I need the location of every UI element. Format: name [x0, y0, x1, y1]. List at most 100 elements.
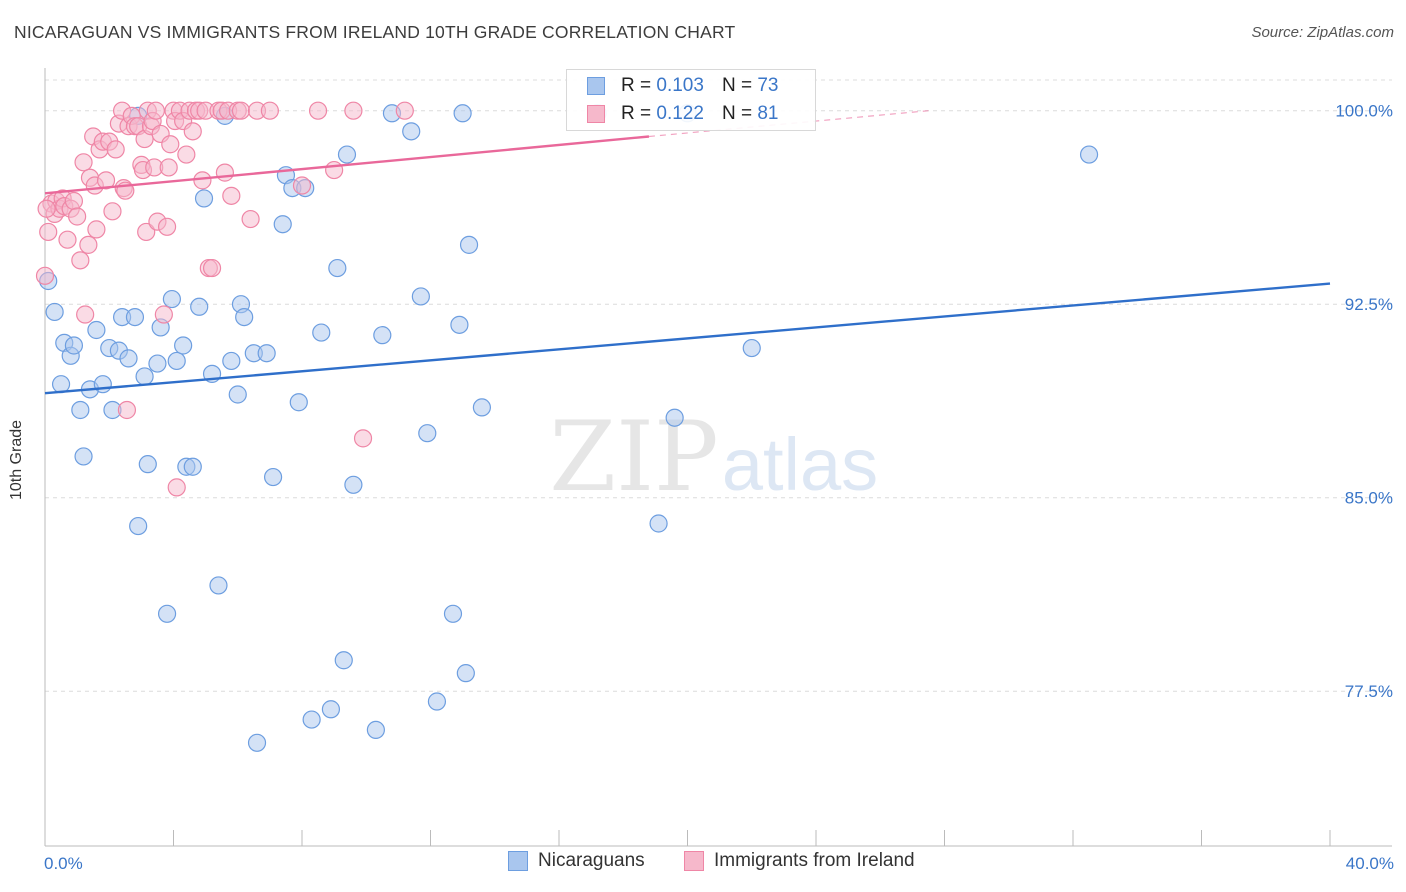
nicaraguan-point [119, 349, 138, 368]
ireland-point [202, 258, 222, 278]
nicaraguan-point [135, 367, 154, 386]
y-tick-label: 85.0% [1345, 489, 1393, 508]
ireland-point [117, 400, 137, 420]
ireland-point [215, 163, 234, 182]
nicaraguan-point [456, 664, 475, 683]
nicaraguan-point [373, 326, 392, 345]
nicaraguan-point [157, 604, 177, 623]
nicaraguan-point [312, 323, 331, 342]
nicaraguan-point [337, 145, 357, 164]
nicaraguan-point [167, 351, 186, 371]
legend-row-ireland: R = 0.122 N = 81 [567, 100, 778, 128]
legend-row-nicaraguans: R = 0.103 N = 73 [567, 72, 778, 100]
ireland-point [308, 101, 328, 120]
ireland-point [344, 101, 363, 120]
y-tick-label: 77.5% [1345, 682, 1393, 701]
ireland-point [96, 171, 116, 190]
nicaraguan-point [443, 604, 463, 623]
ireland-trendline [44, 135, 650, 195]
watermark-zip: ZIP [549, 401, 718, 513]
nicaraguan-point [649, 514, 668, 533]
nicaraguan-point [194, 189, 214, 208]
nicaraguan-point [742, 338, 761, 358]
nicaraguan-point [418, 424, 437, 443]
ireland-point [37, 199, 56, 218]
legend-swatch-blue [587, 77, 605, 95]
nicaraguan-point [235, 308, 254, 327]
ireland-point [292, 176, 312, 195]
nicaraguan-point [459, 235, 479, 254]
nicaraguan-point [222, 351, 241, 371]
ireland-point [241, 209, 260, 229]
nicaraguan-point [328, 258, 347, 278]
source-credit: Source: ZipAtlas.com [1251, 24, 1394, 41]
ireland-point [58, 230, 77, 249]
nicaraguan-point [74, 447, 93, 466]
ireland-point [74, 153, 93, 172]
nicaraguan-point [183, 457, 202, 476]
nicaraguan-point [273, 215, 292, 234]
legend-n-label: N = [721, 75, 753, 96]
nicaraguan-point [302, 710, 321, 729]
chart-title: NICARAGUAN VS IMMIGRANTS FROM IRELAND 10… [14, 22, 736, 42]
x-tick-label-max: 40.0% [1346, 854, 1394, 873]
ireland-trendline-extension [648, 110, 929, 138]
nicaraguan-point [453, 104, 472, 123]
nicaraguan-point [228, 385, 247, 404]
nicaraguan-point [411, 287, 430, 306]
nicaraguan-point [402, 122, 421, 141]
nicaraguan-point [87, 320, 106, 340]
ireland-point [177, 145, 196, 164]
ireland-point [157, 217, 177, 236]
nicaraguan-point [334, 651, 353, 670]
legend-n-value: 81 [757, 103, 779, 124]
ireland-point [76, 305, 95, 324]
ireland-point [167, 478, 186, 497]
ireland-point [154, 305, 173, 324]
nicaraguan-point [247, 733, 267, 752]
ireland-point [71, 251, 90, 270]
legend-r-label: R = [621, 103, 652, 124]
bottom-legend-label: Immigrants from Ireland [714, 850, 915, 871]
bottom-legend-ireland[interactable]: Immigrants from Ireland [684, 850, 915, 872]
ireland-point [68, 207, 87, 226]
legend-r-label: R = [621, 75, 652, 96]
nicaraguan-point [344, 475, 363, 494]
y-tick-label: 92.5% [1345, 295, 1393, 314]
ireland-point [106, 140, 125, 159]
ireland-point [35, 266, 55, 285]
nicaraguan-point [472, 398, 491, 417]
nicaraguan-point [162, 289, 181, 309]
ireland-point [193, 171, 212, 190]
nicaraguan-point [209, 576, 228, 595]
nicaraguan-point [138, 455, 157, 474]
ireland-point [161, 135, 180, 154]
nicaraguan-point [129, 516, 148, 536]
nicaraguan-point [190, 297, 209, 316]
nicaraguan-point [263, 467, 283, 487]
ireland-point [260, 101, 279, 120]
y-tick-label: 100.0% [1335, 102, 1393, 121]
nicaraguan-point [1079, 145, 1099, 164]
ireland-point [325, 160, 344, 180]
nicaraguan-point [427, 692, 447, 711]
nicaraguan-point [71, 400, 90, 420]
nicaraguan-point [321, 700, 341, 719]
nicaraguan-point [257, 344, 276, 363]
legend-swatch-pink [587, 105, 605, 123]
bottom-legend-label: Nicaraguans [538, 850, 645, 871]
nicaraguan-point [289, 393, 308, 412]
nicaraguan-point [148, 354, 167, 373]
nicaraguan-point [125, 308, 145, 327]
nicaraguan-trendline [44, 282, 1331, 395]
nicaraguan-point [174, 336, 193, 355]
bottom-legend-swatch-blue [508, 851, 528, 871]
legend-r-value: 0.122 [656, 103, 704, 124]
legend-n-label: N = [721, 103, 753, 124]
bottom-legend-swatch-pink [684, 851, 704, 871]
nicaraguan-point [366, 720, 385, 740]
nicaraguan-point [64, 336, 84, 355]
ireland-point [146, 101, 165, 120]
nicaraguan-point [93, 375, 112, 394]
bottom-legend-nicaraguans[interactable]: Nicaraguans [508, 850, 645, 872]
